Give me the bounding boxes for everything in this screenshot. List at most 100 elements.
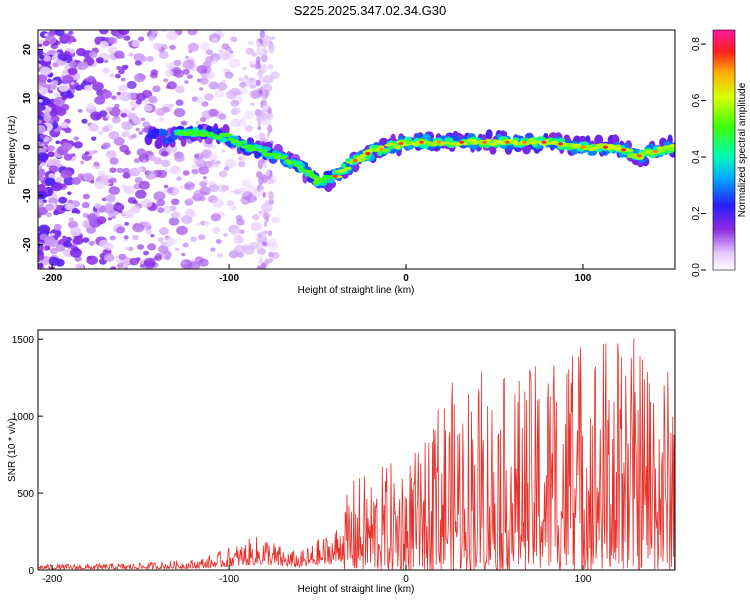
noise-blob xyxy=(239,229,245,234)
y-tick-label: 0 xyxy=(28,566,34,577)
noise-blob xyxy=(184,80,189,84)
noise-blob xyxy=(252,187,265,198)
noise-blob xyxy=(175,85,185,94)
noise-blob xyxy=(201,101,209,107)
noise-blob xyxy=(244,125,253,132)
noise-blob xyxy=(241,244,250,251)
colorbar-tick-label: 0.2 xyxy=(691,206,702,220)
noise-blob xyxy=(55,107,67,116)
noise-blob xyxy=(111,95,117,100)
noise-blob xyxy=(185,208,195,217)
noise-blob xyxy=(105,114,110,119)
ridge-blob xyxy=(318,180,328,184)
ridge-peak-blob xyxy=(332,174,338,178)
noise-blob xyxy=(127,112,137,120)
ridge-blob xyxy=(522,143,531,155)
noise-blob xyxy=(82,80,87,84)
noise-blob xyxy=(260,99,267,106)
noise-blob xyxy=(161,150,169,157)
noise-blob xyxy=(261,174,268,184)
noise-blob xyxy=(247,40,255,46)
noise-blob xyxy=(266,132,271,138)
noise-blob xyxy=(179,185,184,189)
noise-blob xyxy=(262,192,266,198)
noise-blob xyxy=(134,73,146,83)
noise-blob xyxy=(173,69,185,78)
ridge-peak-blob xyxy=(352,158,358,162)
noise-blob xyxy=(258,210,263,214)
noise-blob xyxy=(71,153,76,157)
ridge-blob xyxy=(624,148,634,153)
noise-blob xyxy=(124,222,130,226)
ridge-blob xyxy=(217,135,223,139)
ridge-blob xyxy=(244,144,254,148)
noise-blob xyxy=(38,124,46,134)
noise-blob xyxy=(259,264,267,269)
snr-y-ticks: 0 500 1000 1500 xyxy=(12,335,43,577)
noise-blob xyxy=(118,84,128,93)
noise-blob xyxy=(181,252,186,257)
ridge-blob xyxy=(421,133,431,142)
ridge-blob xyxy=(462,142,469,146)
noise-blob xyxy=(48,173,56,179)
noise-blob xyxy=(270,71,280,80)
noise-blob xyxy=(244,75,249,79)
noise-blob xyxy=(44,235,56,245)
noise-blob xyxy=(199,117,207,123)
noise-blob xyxy=(196,97,205,104)
noise-blob xyxy=(243,110,254,120)
noise-blob xyxy=(182,242,189,248)
noise-blob xyxy=(127,41,132,45)
noise-blob xyxy=(206,72,216,80)
colorbar: 0.0 0.2 0.4 0.6 0.8 Normalized spectral ampl… xyxy=(691,29,748,277)
noise-blob xyxy=(114,103,120,109)
noise-blob xyxy=(233,235,244,245)
noise-blob xyxy=(82,172,94,182)
noise-blob xyxy=(218,51,231,61)
noise-blob xyxy=(174,153,185,163)
noise-blob xyxy=(146,56,154,62)
noise-blob xyxy=(96,216,107,225)
noise-blob xyxy=(40,162,46,167)
colorbar-tick-label: 0.4 xyxy=(691,150,702,164)
noise-blob xyxy=(174,186,179,190)
noise-blob xyxy=(257,126,262,131)
noise-blob xyxy=(261,117,271,126)
noise-blob xyxy=(231,206,237,211)
noise-blob xyxy=(132,223,145,233)
noise-blob xyxy=(240,117,246,122)
noise-blob xyxy=(218,170,228,178)
noise-blob xyxy=(44,245,51,251)
noise-blob xyxy=(175,99,184,106)
noise-blob xyxy=(68,30,74,35)
noise-blob xyxy=(215,239,222,244)
noise-blob xyxy=(131,107,136,111)
noise-blob xyxy=(169,165,181,175)
noise-blob xyxy=(199,87,204,91)
noise-blob xyxy=(105,194,116,203)
noise-blob xyxy=(81,201,90,209)
noise-blob xyxy=(61,183,66,188)
noise-blob xyxy=(75,263,84,269)
noise-blob xyxy=(191,169,199,175)
noise-blob xyxy=(259,30,265,38)
y-tick-label: 500 xyxy=(17,489,34,500)
noise-blob xyxy=(267,230,273,237)
noise-blob xyxy=(49,110,58,117)
noise-blob xyxy=(54,30,65,37)
noise-blob xyxy=(108,131,120,140)
snr-y-axis-label: SNR (10 * v/v) xyxy=(7,418,18,482)
noise-blob xyxy=(107,36,117,44)
noise-blob xyxy=(99,40,109,49)
noise-blob xyxy=(190,236,197,242)
noise-blob xyxy=(138,36,145,42)
noise-blob xyxy=(187,198,193,202)
noise-blob xyxy=(94,95,106,105)
noise-blob xyxy=(205,56,214,63)
noise-blob xyxy=(215,160,221,165)
noise-blob xyxy=(141,89,153,99)
noise-blob xyxy=(45,212,52,218)
noise-blob xyxy=(38,164,42,171)
noise-blob xyxy=(186,74,193,79)
noise-blob xyxy=(270,36,275,40)
